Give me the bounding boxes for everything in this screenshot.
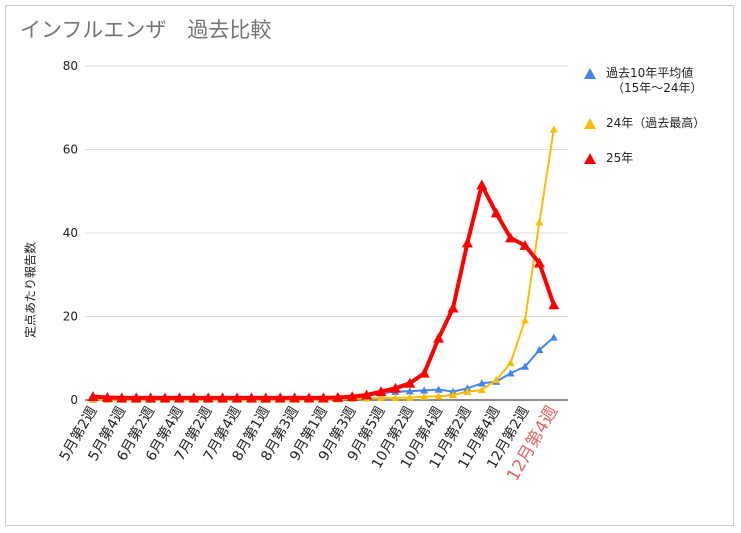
- data-point: [260, 392, 272, 403]
- data-point: [434, 385, 443, 393]
- y-tick-label: 40: [63, 226, 78, 240]
- data-point: [548, 299, 560, 310]
- data-point: [245, 392, 257, 403]
- data-point: [521, 362, 529, 370]
- data-point: [361, 389, 373, 400]
- data-point: [145, 392, 157, 403]
- data-point: [289, 392, 301, 403]
- data-point: [549, 125, 558, 133]
- y-tick-label: 20: [63, 310, 78, 324]
- legend-label: 過去10年平均値: [606, 66, 694, 80]
- data-point: [447, 302, 459, 313]
- data-point: [130, 392, 142, 403]
- data-point: [519, 240, 531, 250]
- data-point: [433, 332, 445, 343]
- data-point: [116, 392, 128, 403]
- data-point: [391, 393, 400, 402]
- data-point: [461, 237, 473, 248]
- data-point: [533, 257, 545, 268]
- y-tick-label: 60: [63, 143, 78, 157]
- data-point: [434, 392, 443, 400]
- data-point: [173, 392, 185, 403]
- series-line: [93, 129, 555, 401]
- y-tick-label: 0: [70, 393, 78, 407]
- data-point: [420, 386, 429, 394]
- data-point: [476, 179, 488, 190]
- data-point: [274, 392, 286, 403]
- data-point: [463, 387, 472, 395]
- y-tick-label: 80: [63, 59, 78, 73]
- data-point: [217, 392, 229, 403]
- legend-label: 24年（過去最高）: [606, 116, 706, 130]
- data-point: [346, 391, 358, 402]
- data-point: [549, 333, 558, 341]
- data-point: [159, 392, 171, 403]
- data-point: [535, 345, 544, 354]
- data-point: [521, 316, 529, 324]
- data-point: [405, 387, 414, 395]
- data-point: [332, 391, 344, 402]
- series-line: [93, 336, 555, 401]
- chart-frame: [5, 5, 734, 526]
- triangle-marker-icon: [584, 68, 596, 79]
- data-point: [87, 391, 99, 402]
- data-point: [505, 232, 517, 243]
- data-point: [492, 375, 501, 384]
- data-point: [377, 393, 385, 402]
- data-point: [188, 392, 200, 403]
- legend-label: 25年: [606, 151, 634, 165]
- data-point: [449, 390, 457, 399]
- data-point: [506, 358, 515, 367]
- data-point: [535, 218, 544, 226]
- data-point: [404, 377, 416, 388]
- data-point: [389, 382, 401, 393]
- legend-label: （15年〜24年）: [612, 81, 703, 95]
- data-point: [477, 379, 486, 387]
- data-point: [418, 367, 430, 378]
- data-point: [101, 391, 113, 402]
- data-point: [405, 393, 414, 401]
- triangle-marker-icon: [584, 153, 596, 164]
- data-point: [490, 207, 502, 218]
- data-point: [317, 392, 329, 403]
- series-line: [92, 182, 556, 400]
- triangle-marker-icon: [584, 118, 596, 129]
- data-point: [420, 392, 429, 400]
- chart-title: インフルエンザ 過去比較: [20, 18, 272, 42]
- data-point: [231, 392, 243, 403]
- data-point: [477, 385, 486, 394]
- data-point: [202, 392, 214, 403]
- data-point: [506, 369, 515, 377]
- data-point: [303, 392, 315, 403]
- data-point: [375, 386, 387, 397]
